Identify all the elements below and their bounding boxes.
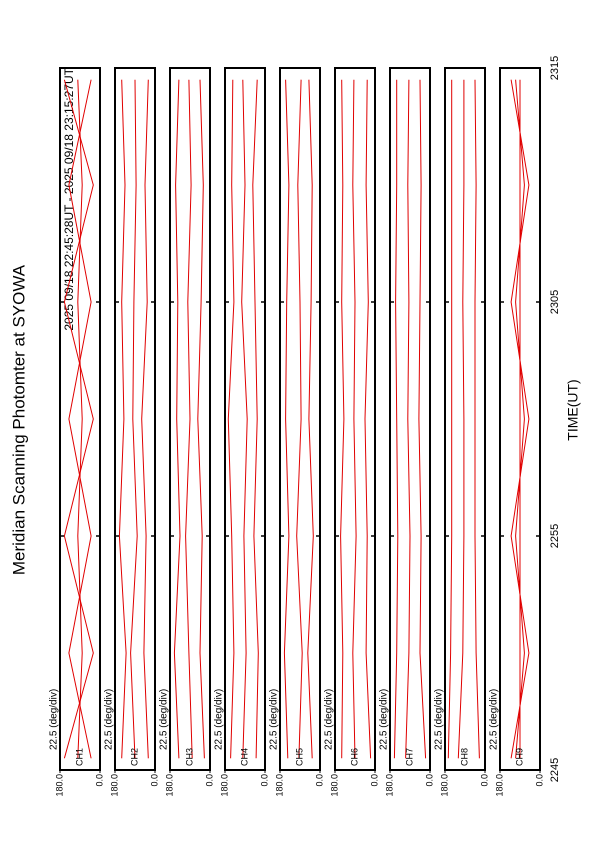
scale-label: 22.5 (deg/div) xyxy=(489,689,500,750)
channel-label: CH8 xyxy=(459,748,469,766)
channel-label: CH7 xyxy=(404,748,414,766)
x-tick-label: 2255 xyxy=(549,524,561,548)
trace xyxy=(185,79,193,759)
channel-label: CH3 xyxy=(184,748,194,766)
trace xyxy=(296,79,303,759)
trace xyxy=(77,79,83,759)
trace xyxy=(173,79,181,759)
y-tick-label: 0.0 xyxy=(94,774,104,787)
trace xyxy=(141,79,149,759)
scale-label: 22.5 (deg/div) xyxy=(269,689,280,750)
chart-title: Meridian Scanning Photomter at SYOWA xyxy=(9,264,28,575)
x-tick-label: 2315 xyxy=(549,56,561,80)
y-tick-label: 180.0 xyxy=(109,774,119,797)
y-tick-label: 180.0 xyxy=(54,774,64,797)
x-tick-label: 2245 xyxy=(549,758,561,782)
trace xyxy=(457,79,465,759)
scale-label: 22.5 (deg/div) xyxy=(214,689,225,750)
trace xyxy=(447,79,453,759)
trace xyxy=(405,79,411,759)
panel-frame xyxy=(169,67,211,771)
y-tick-label: 0.0 xyxy=(424,774,434,787)
chart: Meridian Scanning Photomter at SYOWA 202… xyxy=(9,56,580,797)
y-tick-label: 0.0 xyxy=(369,774,379,787)
trace xyxy=(364,79,372,759)
scale-label: 22.5 (deg/div) xyxy=(159,689,170,750)
trace xyxy=(340,79,345,759)
trace xyxy=(118,79,127,759)
y-tick-label: 180.0 xyxy=(329,774,339,797)
y-tick-label: 0.0 xyxy=(479,774,489,787)
trace xyxy=(515,79,525,759)
trace xyxy=(130,79,138,759)
y-tick-label: 180.0 xyxy=(164,774,174,797)
trace xyxy=(418,79,427,759)
panel-frame xyxy=(279,67,321,771)
channel-label: CH1 xyxy=(74,748,84,766)
y-tick-label: 0.0 xyxy=(314,774,324,787)
x-tick-label: 2305 xyxy=(549,290,561,314)
trace xyxy=(63,79,94,759)
trace xyxy=(283,79,290,759)
scale-label: 22.5 (deg/div) xyxy=(49,689,60,750)
trace xyxy=(307,79,314,759)
trace xyxy=(474,79,480,759)
trace xyxy=(510,79,530,759)
channel-label: CH5 xyxy=(294,748,304,766)
panel-frame xyxy=(389,67,431,771)
channel-label: CH2 xyxy=(129,748,139,766)
trace xyxy=(241,79,248,759)
panel-frame xyxy=(444,67,486,771)
y-tick-label: 180.0 xyxy=(219,774,229,797)
scale-label: 22.5 (deg/div) xyxy=(379,689,390,750)
y-tick-label: 0.0 xyxy=(534,774,544,787)
y-tick-label: 0.0 xyxy=(259,774,269,787)
panel-frame xyxy=(499,67,541,771)
x-axis-label: TIME(UT) xyxy=(565,379,581,440)
y-tick-label: 180.0 xyxy=(274,774,284,797)
y-tick-label: 0.0 xyxy=(204,774,214,787)
trace xyxy=(68,79,92,759)
channel-label: CH9 xyxy=(514,748,524,766)
panel-frame xyxy=(334,67,376,771)
channel-label: CH4 xyxy=(239,748,249,766)
chart-subtitle: 2025 09/18 22:45:28UT - 2025 09/18 23:15… xyxy=(62,67,76,330)
y-tick-label: 180.0 xyxy=(494,774,504,797)
trace xyxy=(227,79,235,759)
panel-frame xyxy=(59,67,101,771)
trace xyxy=(352,79,357,759)
panel-frame xyxy=(114,67,156,771)
trace xyxy=(197,79,205,759)
trace xyxy=(252,79,259,759)
scale-label: 22.5 (deg/div) xyxy=(104,689,115,750)
y-tick-label: 0.0 xyxy=(149,774,159,787)
channel-label: CH6 xyxy=(349,748,359,766)
panel-frame xyxy=(224,67,266,771)
scale-label: 22.5 (deg/div) xyxy=(434,689,445,750)
y-tick-label: 180.0 xyxy=(439,774,449,797)
scale-label: 22.5 (deg/div) xyxy=(324,689,335,750)
trace xyxy=(393,79,399,759)
y-tick-label: 180.0 xyxy=(384,774,394,797)
